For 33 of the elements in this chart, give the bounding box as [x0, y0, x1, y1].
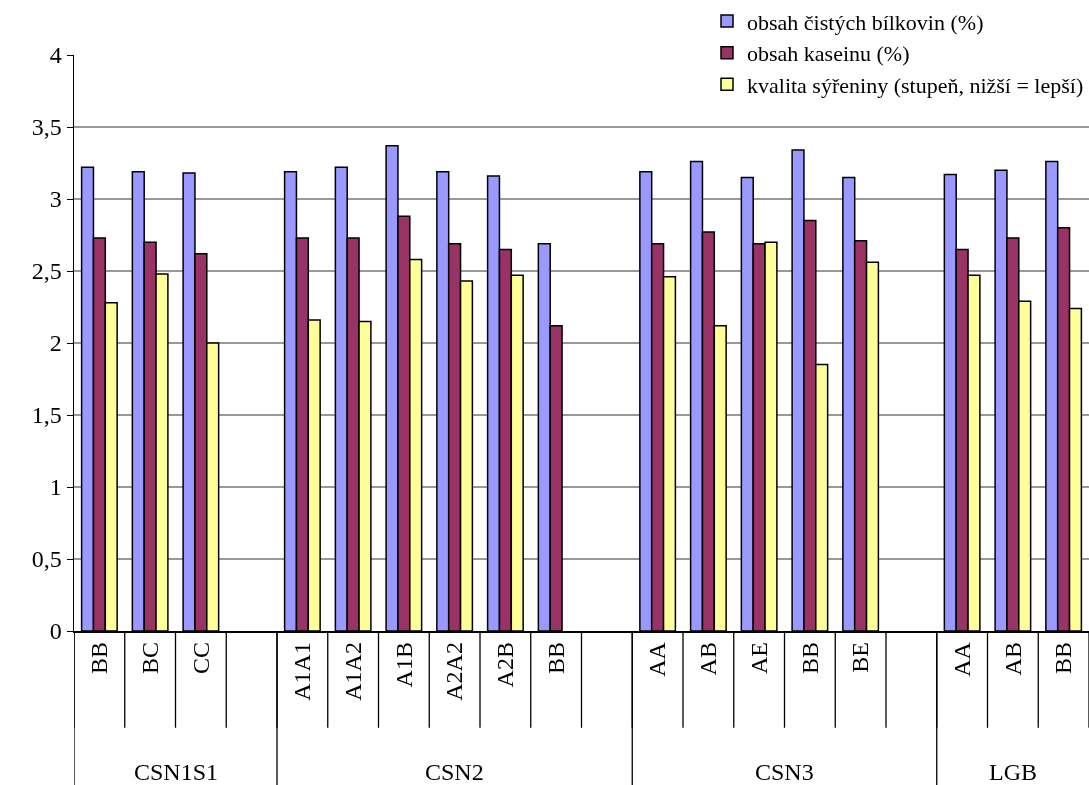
x-tick-label: CC — [187, 642, 214, 675]
text: LGB — [989, 759, 1037, 785]
text: CSN3 — [755, 759, 814, 785]
x-tick-label: BB — [796, 642, 823, 675]
x-tick-label: AA — [644, 641, 671, 677]
y-tick-label: 3 — [49, 186, 62, 213]
x-tick-label: A1B — [390, 642, 417, 688]
y-tick-label: 2,5 — [31, 258, 62, 285]
x-tick-label: A1A2 — [339, 642, 366, 701]
x-tick-label: BB — [86, 642, 113, 675]
y-tick-label: 4 — [49, 42, 62, 69]
y-tick-label: 2 — [49, 330, 62, 357]
legend-label: kvalita sýřeniny (stupeň, nižší = lepší) — [747, 72, 1084, 98]
y-tick-label: 0,5 — [31, 546, 62, 573]
legend-label: obsah čistých bílkovin (%) — [747, 9, 984, 35]
x-tick-label: BC — [136, 642, 163, 675]
x-tick-label: AE — [745, 642, 772, 675]
x-tick-label: AB — [695, 642, 722, 676]
text: CSN2 — [425, 759, 484, 785]
legend-label: obsah kaseinu (%) — [747, 41, 910, 67]
x-tick-label: BB — [542, 642, 569, 675]
y-tick-label: 1,5 — [31, 402, 62, 429]
x-tick-label: BE — [847, 642, 874, 673]
y-tick-label: 0 — [49, 618, 62, 645]
x-tick-label: A2A2 — [441, 642, 468, 701]
x-tick-label: AB — [999, 642, 1026, 676]
y-tick-label: 3,5 — [31, 114, 62, 141]
y-tick-label: 1 — [49, 474, 62, 501]
x-tick-label: BB — [1050, 642, 1077, 675]
text: CSN1S1 — [134, 759, 219, 785]
x-tick-label: AA — [948, 641, 975, 677]
x-tick-label: A2B — [492, 642, 519, 688]
x-tick-label: A1A1 — [289, 642, 316, 701]
